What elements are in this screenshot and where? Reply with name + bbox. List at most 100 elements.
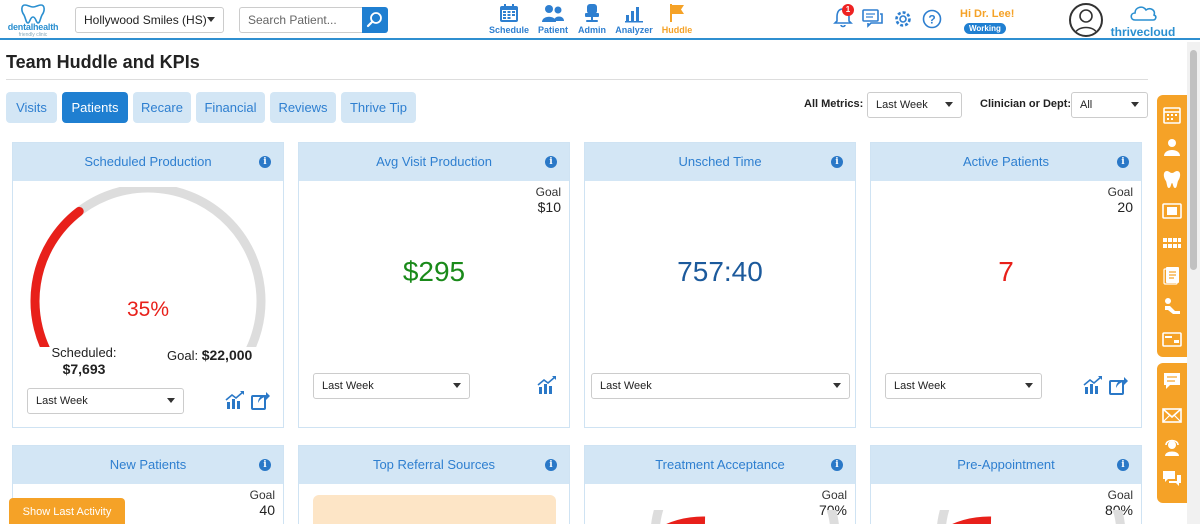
scrollbar-thumb[interactable]	[1190, 50, 1197, 270]
info-icon[interactable]: i	[1117, 459, 1129, 471]
user-avatar-icon	[1074, 9, 1098, 35]
trend-chart-icon[interactable]	[537, 375, 557, 395]
clinician-label: Clinician or Dept:	[980, 98, 1072, 110]
info-icon[interactable]: i	[259, 459, 271, 471]
period-select[interactable]: Last Week	[313, 373, 470, 399]
card-title: Treatment Acceptance i	[585, 446, 855, 484]
info-icon[interactable]: i	[831, 156, 843, 168]
period-select-value: Last Week	[36, 395, 88, 407]
tooth-icon[interactable]	[1162, 169, 1182, 189]
patient-search	[239, 7, 388, 33]
card-pre-appointment: Pre-Appointment i Goal 80%	[870, 445, 1142, 524]
gauge-fill	[30, 206, 84, 347]
support-agent-icon[interactable]	[1162, 437, 1182, 457]
card-title-text: Active Patients	[963, 154, 1049, 169]
top-header: dentalhealth friendly clinic Hollywood S…	[0, 0, 1200, 40]
card-unsched-time: Unsched Time i 757:40 Last Week	[584, 142, 856, 428]
nav-huddle[interactable]: Huddle	[660, 3, 694, 37]
xray-icon[interactable]	[1162, 201, 1182, 221]
quick-tools-sidebar	[1157, 95, 1187, 357]
gear-icon	[895, 11, 911, 27]
search-button[interactable]	[362, 7, 388, 33]
goal-block: Goal 40	[250, 488, 275, 518]
calendar-icon[interactable]	[1162, 105, 1182, 125]
tooth-logo-icon	[21, 4, 45, 24]
nav-schedule[interactable]: Schedule	[488, 3, 530, 37]
tab-visits[interactable]: Visits	[6, 92, 57, 123]
chevron-down-icon	[167, 398, 175, 403]
production-gauge	[30, 187, 266, 347]
card-treatment-acceptance: Treatment Acceptance i Goal 70%	[584, 445, 856, 524]
chevron-down-icon	[833, 383, 841, 388]
status-badge[interactable]: Working	[964, 23, 1006, 34]
messages-button[interactable]	[862, 9, 884, 34]
help-icon: ?	[922, 9, 942, 29]
card-active-patients: Active Patients i Goal 20 7 Last Week	[870, 142, 1142, 428]
card-title-text: Pre-Appointment	[957, 457, 1055, 472]
scheduled-block: Scheduled: $7,693	[49, 345, 119, 377]
tab-recare[interactable]: Recare	[133, 92, 191, 123]
flag-icon	[670, 4, 684, 22]
page-scrollbar[interactable]	[1187, 42, 1200, 524]
nav-schedule-label: Schedule	[488, 25, 529, 35]
mail-icon[interactable]	[1162, 405, 1182, 425]
card-title: New Patients i	[13, 446, 283, 484]
card-title: Top Referral Sources i	[299, 446, 569, 484]
card-title-text: Top Referral Sources	[372, 457, 496, 472]
referral-panel	[313, 495, 556, 524]
clinician-select[interactable]: All	[1071, 92, 1148, 118]
tab-financial[interactable]: Financial	[196, 92, 265, 123]
nav-patient[interactable]: Patient	[536, 3, 570, 37]
settings-button[interactable]	[893, 9, 913, 34]
chevron-down-icon	[453, 383, 461, 388]
show-last-activity-button[interactable]: Show Last Activity	[9, 498, 125, 524]
metric-value: 757:40	[677, 256, 763, 287]
goal-label: Goal:	[167, 348, 199, 363]
card-title-text: Scheduled Production	[84, 154, 212, 169]
info-icon[interactable]: i	[259, 156, 271, 168]
card-title-text: Avg Visit Production	[376, 154, 492, 169]
goal-label: Goal	[1107, 185, 1133, 199]
dentalhealth-logo[interactable]: dentalhealth friendly clinic	[4, 2, 62, 38]
search-icon	[366, 12, 382, 28]
info-icon[interactable]: i	[545, 459, 557, 471]
nav-admin[interactable]: Admin	[576, 3, 608, 37]
trend-chart-icon[interactable]	[225, 390, 245, 410]
card-title: Scheduled Production i	[13, 143, 283, 181]
practice-select[interactable]: Hollywood Smiles (HS)	[75, 7, 224, 33]
card-avg-visit-production: Avg Visit Production i Goal $10 $295 Las…	[298, 142, 570, 428]
period-select[interactable]: Last Week	[591, 373, 850, 399]
info-icon[interactable]: i	[1117, 156, 1129, 168]
share-icon[interactable]	[251, 390, 271, 410]
chat-bubbles-icon[interactable]	[1162, 469, 1182, 489]
period-select[interactable]: Last Week	[885, 373, 1042, 399]
info-icon[interactable]: i	[545, 156, 557, 168]
info-icon[interactable]: i	[831, 459, 843, 471]
goal-block: Goal: $22,000	[167, 347, 252, 363]
tab-patients[interactable]: Patients	[62, 92, 128, 123]
goal-block: Goal 20	[1108, 185, 1133, 215]
tab-reviews[interactable]: Reviews	[270, 92, 336, 123]
teeth-chart-icon[interactable]	[1162, 233, 1182, 253]
avatar[interactable]	[1069, 3, 1103, 37]
greeting: Hi Dr. Lee!	[960, 8, 1015, 20]
trend-chart-icon[interactable]	[1083, 375, 1103, 395]
brand-text: thrivecloud	[1110, 25, 1176, 39]
share-icon[interactable]	[1109, 375, 1129, 395]
user-icon[interactable]	[1162, 137, 1182, 157]
billing-icon[interactable]	[1162, 329, 1182, 349]
message-icon[interactable]	[1162, 371, 1182, 391]
users-icon	[542, 5, 564, 22]
search-input[interactable]	[239, 7, 362, 33]
period-select[interactable]: Last Week	[27, 388, 184, 414]
notes-icon[interactable]	[1162, 265, 1182, 285]
help-button[interactable]: ?	[922, 9, 942, 34]
all-metrics-label: All Metrics:	[804, 98, 864, 110]
tab-thrive-tip[interactable]: Thrive Tip	[341, 92, 416, 123]
nav-analyzer[interactable]: Analyzer	[613, 3, 655, 37]
all-metrics-select[interactable]: Last Week	[867, 92, 962, 118]
period-select-value: Last Week	[600, 380, 652, 392]
communication-sidebar	[1157, 363, 1187, 503]
chevron-down-icon	[1131, 102, 1139, 107]
dental-chair-icon[interactable]	[1162, 297, 1182, 317]
